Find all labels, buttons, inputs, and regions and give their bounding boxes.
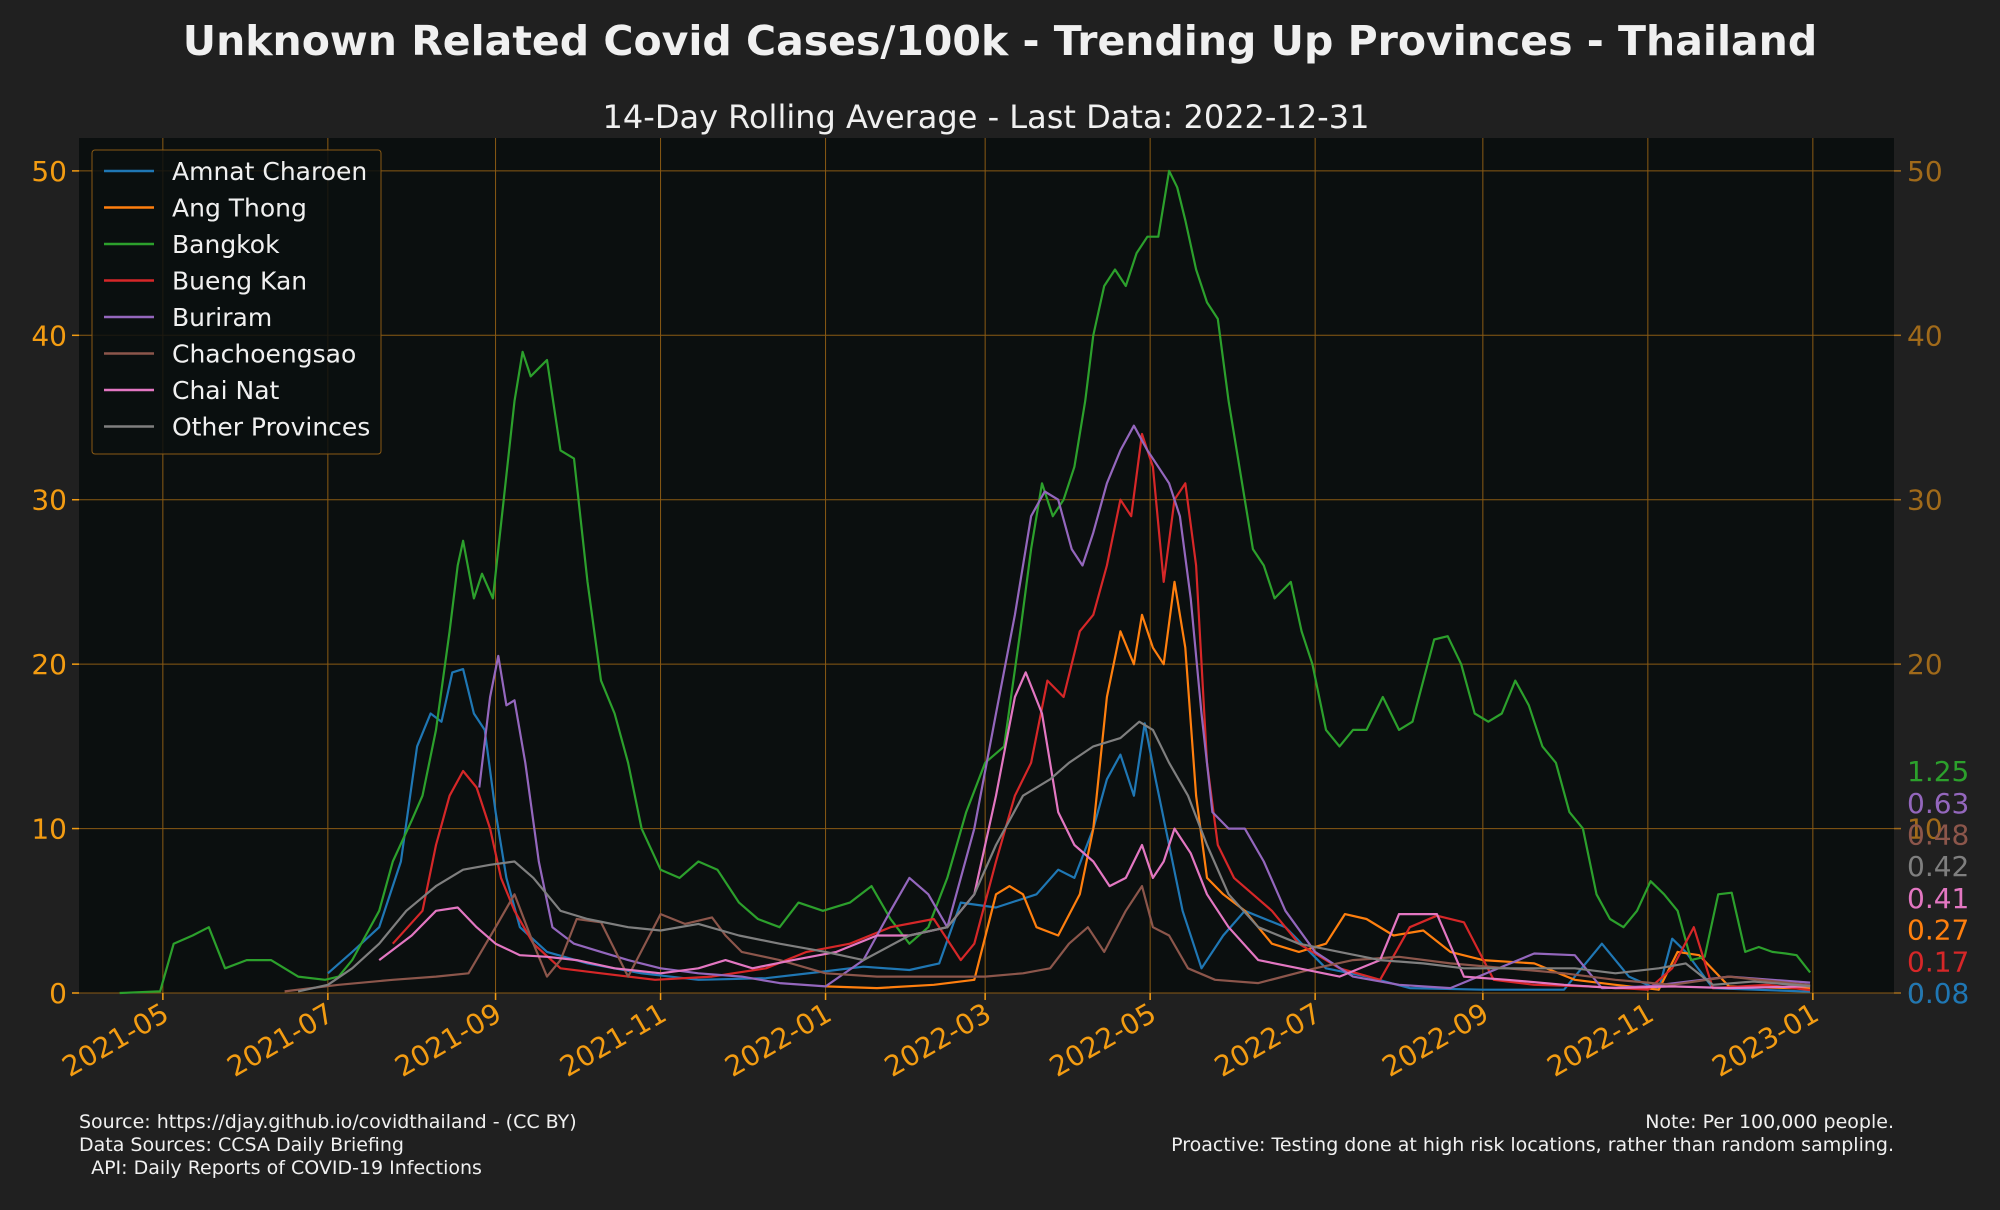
y-tick-label-left: 50 (31, 155, 67, 188)
series-line-chachoengsao (284, 885, 1811, 993)
series-line-chai-nat (378, 671, 1811, 990)
legend-label: Buriram (172, 303, 272, 332)
end-value-label: 0.27 (1907, 914, 1969, 947)
x-tick-label: 2022-05 (1044, 996, 1162, 1083)
legend-label: Other Provinces (172, 413, 370, 442)
end-value-label: 0.08 (1907, 977, 1969, 1010)
x-tick-label: 2021-11 (554, 996, 672, 1083)
chart-subtitle: 14-Day Rolling Average - Last Data: 2022… (603, 98, 1370, 136)
end-value-label: 1.25 (1907, 755, 1969, 788)
y-tick-label-right: 40 (1907, 319, 1943, 352)
series-layer (119, 169, 1811, 995)
end-value-label: 0.42 (1907, 850, 1969, 883)
x-tick-label: 2022-11 (1542, 996, 1660, 1083)
legend-label: Chachoengsao (172, 340, 356, 369)
end-value-label: 0.48 (1907, 819, 1969, 852)
y-axis-right: 0 10 20 30 40 50 (1894, 155, 1943, 1010)
y-tick-label-right: 50 (1907, 155, 1943, 188)
y-tick-label-left: 40 (31, 319, 67, 352)
chart-title: Unknown Related Covid Cases/100k - Trend… (183, 17, 1817, 65)
y-axis-left: 0 10 20 30 40 50 (31, 155, 79, 1010)
x-tick-label: 2021-09 (389, 996, 507, 1083)
x-tick-label: 2022-03 (879, 996, 997, 1083)
methodology-note: Note: Per 100,000 people. Proactive: Tes… (1171, 1111, 1894, 1156)
x-tick-label: 2023-01 (1707, 996, 1825, 1083)
legend-label: Bueng Kan (172, 267, 307, 296)
x-tick-label: 2022-07 (1209, 996, 1327, 1083)
legend: Amnat Charoen Ang Thong Bangkok Bueng Kan Bu… (91, 149, 382, 455)
legend-label: Amnat Charoen (172, 157, 367, 186)
x-tick-label: 2021-07 (222, 996, 340, 1083)
y-tick-label-left: 30 (31, 484, 67, 517)
source-note: Source: https://djay.github.io/covidthai… (79, 1111, 577, 1179)
series-line-buriram (478, 424, 1811, 990)
x-tick-label: 2022-09 (1377, 996, 1495, 1083)
legend-label: Chai Nat (172, 376, 280, 405)
legend-box (91, 149, 382, 455)
y-tick-label-right: 10 (1907, 813, 1943, 846)
y-tick-label-left: 20 (31, 648, 67, 681)
end-value-labels: 1.250.630.480.420.410.270.170.08 (1907, 755, 1969, 1010)
end-value-label: 0.41 (1907, 882, 1969, 915)
y-tick-label-right: 30 (1907, 484, 1943, 517)
y-tick-label-right: 0 (1907, 977, 1925, 1010)
y-tick-label-left: 0 (49, 977, 67, 1010)
y-tick-label-left: 10 (31, 813, 67, 846)
end-value-label: 0.17 (1907, 945, 1969, 978)
x-axis: 2021-05 2021-07 2021-09 2021-11 2022-01 2022-… (57, 993, 1825, 1084)
series-line-bangkok (119, 169, 1811, 995)
legend-label: Bangkok (172, 230, 280, 259)
series-line-other-provinces (297, 720, 1811, 993)
series-line-bueng-kan (391, 432, 1811, 992)
y-tick-label-right: 20 (1907, 648, 1943, 681)
x-tick-label: 2021-05 (57, 996, 175, 1083)
end-value-label: 0.63 (1907, 787, 1969, 820)
legend-label: Ang Thong (172, 194, 307, 223)
x-tick-label: 2022-01 (719, 996, 837, 1083)
